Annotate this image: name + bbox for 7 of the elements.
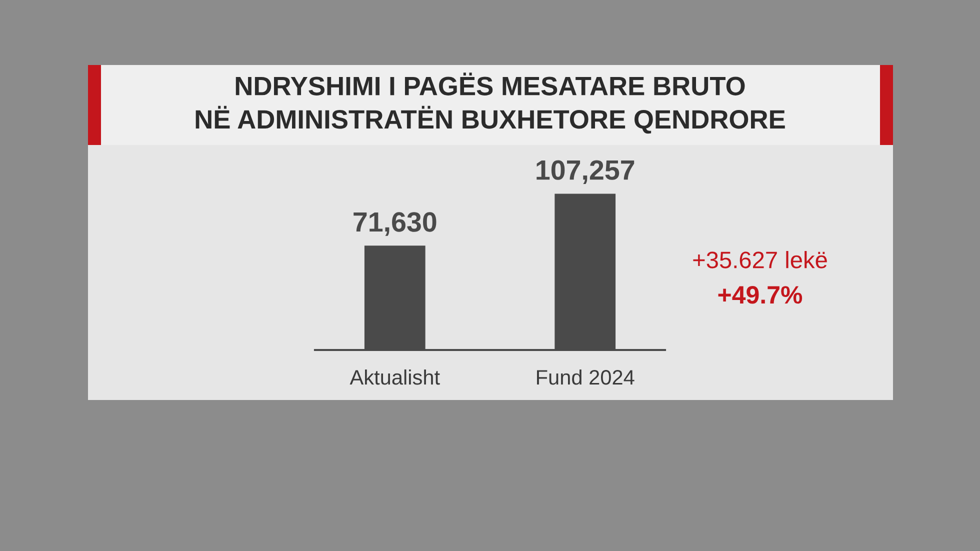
chart-title: NDRYSHIMI I PAGËS MESATARE BRUTO NË ADMINISTRATËN BUXHETORE QENDRORE [196, 72, 785, 134]
x-tick-label: Fund 2024 [537, 369, 634, 385]
text: +35.627 lekë [693, 250, 827, 268]
x-tick-label: Aktualisht [350, 369, 440, 385]
text: +49.7% [718, 286, 802, 304]
data-label: 71,630 [354, 212, 436, 236]
data-label: 107,257 [536, 160, 634, 184]
